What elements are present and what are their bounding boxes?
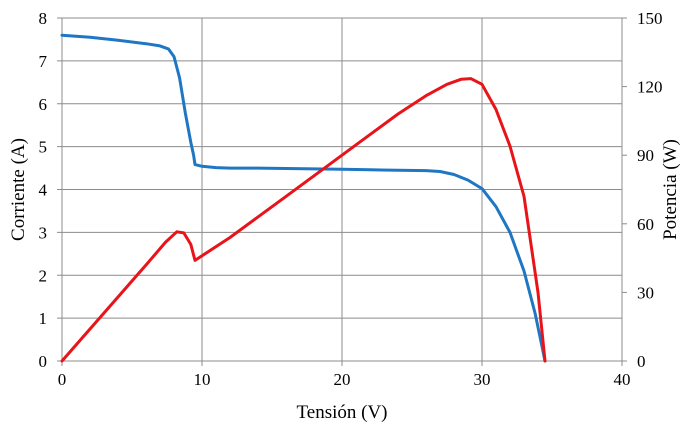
y-right-tick-label-3: 90 <box>637 146 654 165</box>
y-right-tick-label-0: 0 <box>637 352 646 371</box>
y-left-tick-label-3: 3 <box>39 223 48 242</box>
y-left-tick-label-8: 8 <box>39 9 48 28</box>
x-axis-title: Tensión (V) <box>296 402 387 423</box>
y-right-tick-label-2: 60 <box>637 215 654 234</box>
y-right-tick-label-4: 120 <box>637 78 663 97</box>
axes <box>57 17 627 366</box>
x-tick-label-2: 20 <box>334 370 351 389</box>
x-tick-label-3: 30 <box>474 370 491 389</box>
y-left-tick-label-0: 0 <box>39 352 48 371</box>
current-curve <box>60 33 547 363</box>
y-left-tick-label-7: 7 <box>39 52 48 71</box>
series-layer <box>60 33 547 363</box>
x-tick-label-4: 40 <box>614 370 631 389</box>
y-axis-left-title: Corriente (A) <box>8 138 29 241</box>
y-left-tick-label-1: 1 <box>39 309 48 328</box>
y-axis-right-title: Potencia (W) <box>660 139 681 240</box>
y-left-tick-label-4: 4 <box>39 181 48 200</box>
x-tick-label-0: 0 <box>58 370 67 389</box>
y-left-tick-label-6: 6 <box>39 95 48 114</box>
tick-labels: 0 10 20 30 40 0 1 2 3 4 5 6 7 8 0 30 60 90 120 150 <box>39 9 663 389</box>
y-right-tick-label-1: 30 <box>637 283 654 302</box>
y-left-tick-label-2: 2 <box>39 266 48 285</box>
x-tick-label-1: 10 <box>194 370 211 389</box>
y-right-tick-label-5: 150 <box>637 9 663 28</box>
power-curve <box>60 77 547 363</box>
y-left-tick-label-5: 5 <box>39 138 48 157</box>
grid-lines <box>61 17 623 362</box>
